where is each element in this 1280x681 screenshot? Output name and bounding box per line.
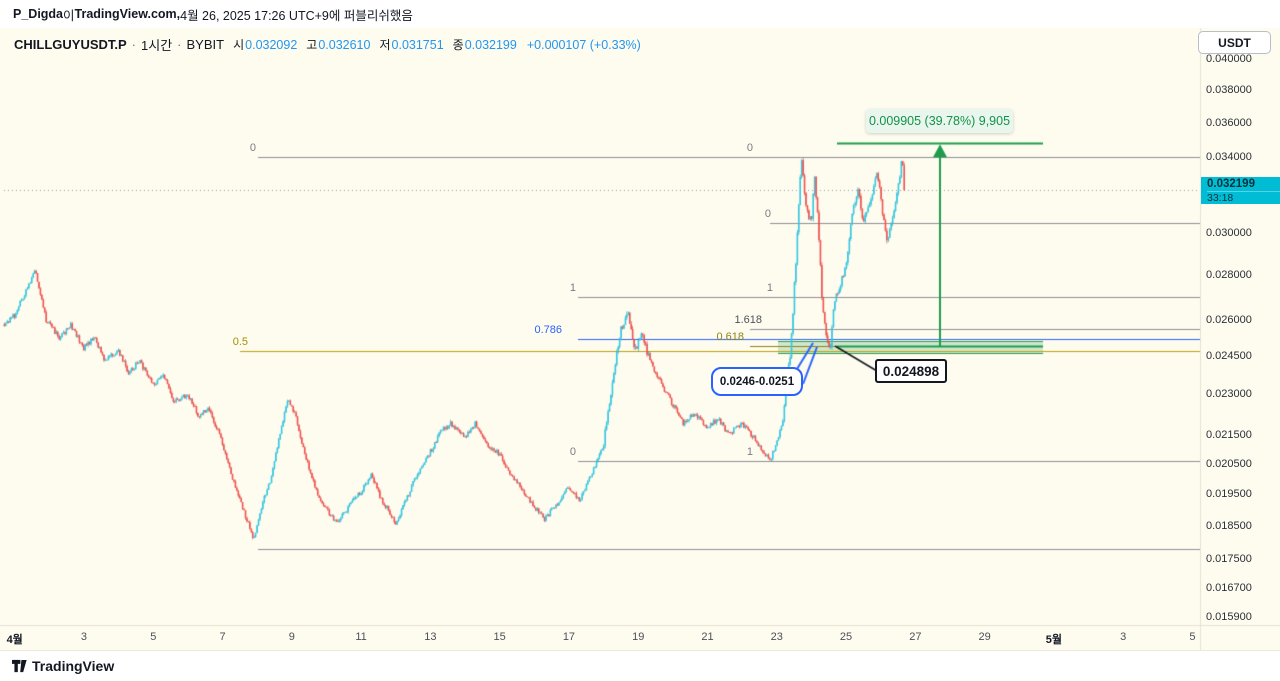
low-label: 저	[379, 38, 391, 52]
time-axis-label: 19	[632, 631, 645, 643]
interval-label[interactable]: 1시간	[141, 38, 173, 53]
time-axis-label: 9	[288, 631, 295, 643]
fib-level-label: 0	[746, 142, 753, 155]
publish-site-link[interactable]: TradingView.com,	[74, 7, 181, 21]
price-axis-label: 0.038000	[1206, 84, 1252, 96]
footer-bar: TradingView	[0, 650, 1280, 681]
fib-level-label: 1	[746, 445, 753, 458]
price-axis-label: 0.016700	[1206, 581, 1252, 594]
price-axis-label: 0.015900	[1206, 611, 1252, 624]
measure-result-label[interactable]: 0.009905 (39.78%) 9,905	[866, 109, 1013, 133]
time-axis-label: 3	[80, 631, 88, 643]
symbol-title[interactable]: CHILLGUYUSDT.P	[14, 37, 127, 52]
ohlc-low: 저 0.031751	[379, 36, 443, 53]
ohlc-high: 고 0.032610	[306, 36, 370, 53]
publish-bar: P_Digda 이 TradingView.com, 4월 26, 2025 1…	[0, 0, 1280, 28]
tradingview-logo-text: TradingView	[32, 658, 115, 674]
price-axis-label: 0.034000	[1206, 151, 1252, 164]
price-axis-label: 0.040000	[1206, 52, 1252, 65]
time-axis-label: 17	[562, 631, 576, 643]
price-axis-label: 0.020500	[1206, 457, 1252, 470]
price-axis-label: 0.026000	[1206, 313, 1252, 326]
price-axis-label: 0.036000	[1206, 116, 1252, 129]
tradingview-mark-icon	[12, 659, 27, 672]
high-label: 고	[306, 38, 318, 52]
close-value: 0.032199	[464, 38, 517, 52]
zone-range-label[interactable]: 0.0246-0.0251	[711, 367, 803, 396]
fib-level-label: 0	[569, 445, 576, 458]
time-axis-label: 5	[150, 631, 157, 643]
time-axis-label: 7	[219, 631, 226, 643]
price-axis-label: 0.019500	[1206, 487, 1252, 500]
price-axis-label: 0.018500	[1206, 519, 1252, 532]
bar-countdown: 33:18	[1207, 191, 1280, 204]
fib-level-label: 0.5	[232, 335, 248, 348]
ohlc-open: 시 0.032092	[233, 36, 297, 53]
separator-dot: ·	[131, 37, 137, 52]
publish-suffix: 에 퍼블리쉬했음	[328, 8, 413, 23]
time-axis-label: 11	[355, 631, 367, 643]
fib-level-label: 1.618	[734, 314, 762, 327]
time-axis-label: 3	[1120, 631, 1127, 643]
time-axis-label: 13	[424, 631, 437, 643]
price-axis-label: 0.030000	[1206, 227, 1252, 240]
price-axis-label: 0.021500	[1206, 428, 1252, 441]
high-value: 0.032610	[318, 38, 371, 52]
time-axis-label: 23	[770, 631, 783, 643]
time-axis-label: 29	[978, 631, 991, 643]
fib-level-label: 0.618	[716, 330, 744, 343]
fib-level-label: 0.786	[534, 323, 562, 336]
last-price-badge[interactable]: 0.032199 33:18	[1201, 177, 1280, 205]
separator-dot: ·	[177, 37, 182, 52]
price-axis-label: 0.017500	[1206, 553, 1252, 566]
publish-datetime: 4월 26, 2025 17:26 UTC+9	[180, 8, 329, 23]
open-label: 시	[233, 38, 245, 52]
change-value: +0.000107 (+0.33%)	[526, 37, 641, 52]
time-axis-label: 15	[493, 631, 506, 643]
exchange-label[interactable]: BYBIT	[186, 37, 225, 52]
open-value: 0.032092	[245, 38, 298, 52]
time-axis-label: 25	[839, 631, 853, 643]
fib-level-label: 0	[249, 142, 256, 155]
time-axis-label: 21	[701, 631, 714, 643]
close-label: 종	[452, 38, 464, 52]
symbol-header: CHILLGUYUSDT.P · 1시간 · BYBIT 시 0.032092 고…	[14, 35, 641, 54]
price-chart-canvas[interactable]	[0, 28, 1280, 650]
fib-level-label: 1	[569, 281, 576, 294]
low-value: 0.031751	[391, 38, 444, 52]
time-axis-label: 27	[909, 631, 922, 643]
publish-particle: 이	[63, 8, 75, 23]
price-axis-label: 0.023000	[1206, 387, 1252, 400]
chart-area[interactable]: CHILLGUYUSDT.P · 1시간 · BYBIT 시 0.032092 고…	[0, 28, 1280, 650]
fib-level-label: 0	[764, 208, 771, 221]
tradingview-logo[interactable]: TradingView	[12, 658, 114, 674]
currency-toggle-button[interactable]: USDT	[1198, 31, 1271, 54]
fib-level-label: 1	[766, 281, 773, 294]
publish-author[interactable]: P_Digda	[13, 7, 64, 21]
price-axis-label: 0.024500	[1206, 349, 1252, 362]
last-price-value: 0.032199	[1207, 178, 1255, 191]
ohlc-close: 종 0.032199	[453, 36, 517, 53]
price-callout-label[interactable]: 0.024898	[875, 359, 947, 383]
time-axis-label: 5	[1189, 631, 1196, 643]
time-axis-label: 5월	[1045, 634, 1063, 646]
price-axis-label: 0.028000	[1206, 268, 1252, 281]
time-axis-label: 4월	[6, 634, 23, 646]
